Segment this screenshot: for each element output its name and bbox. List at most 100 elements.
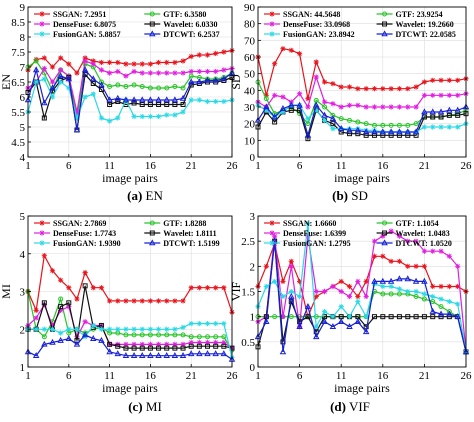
data-point bbox=[446, 106, 453, 113]
data-point bbox=[107, 102, 113, 107]
data-point bbox=[58, 307, 64, 313]
data-point bbox=[41, 65, 47, 72]
x-tick-label: 16 bbox=[145, 160, 157, 172]
data-point bbox=[263, 107, 269, 113]
data-point bbox=[437, 108, 445, 115]
data-point bbox=[396, 286, 403, 292]
data-point bbox=[430, 114, 436, 120]
y-axis-label: EN bbox=[0, 74, 13, 90]
x-tick-label: 26 bbox=[227, 370, 239, 382]
data-point bbox=[346, 323, 353, 330]
data-point bbox=[171, 96, 179, 103]
data-point bbox=[305, 220, 311, 227]
data-point bbox=[221, 343, 227, 349]
data-point bbox=[455, 124, 461, 130]
data-point bbox=[430, 77, 436, 83]
legend-marker bbox=[269, 31, 275, 37]
data-point bbox=[446, 283, 452, 290]
data-point bbox=[355, 278, 361, 285]
data-point bbox=[139, 298, 145, 304]
x-axis-label: image pairs bbox=[102, 171, 158, 185]
x-axis-label: image pairs bbox=[102, 381, 158, 395]
data-point bbox=[156, 332, 162, 338]
data-point bbox=[313, 107, 319, 113]
data-point bbox=[98, 79, 104, 85]
data-point bbox=[438, 114, 444, 120]
legend-label: SSGAN: 2.7869 bbox=[53, 219, 106, 228]
data-point bbox=[172, 84, 178, 89]
data-point bbox=[405, 288, 411, 295]
y-axis-label: VIF bbox=[229, 282, 243, 302]
data-point bbox=[413, 288, 419, 295]
legend-marker bbox=[149, 239, 156, 246]
data-point bbox=[82, 319, 88, 325]
data-point bbox=[188, 339, 194, 346]
data-point bbox=[438, 304, 444, 310]
data-point bbox=[330, 121, 336, 127]
data-point bbox=[405, 314, 411, 320]
data-point bbox=[446, 310, 453, 317]
data-point bbox=[82, 94, 88, 100]
data-point bbox=[371, 86, 378, 92]
data-point bbox=[288, 263, 294, 269]
x-axis-label: image pairs bbox=[334, 381, 390, 395]
data-point bbox=[155, 341, 162, 347]
y-tick-label: 9 bbox=[20, 2, 26, 14]
data-point bbox=[213, 334, 219, 340]
data-point bbox=[404, 128, 412, 135]
legend-marker bbox=[39, 31, 45, 37]
series-line bbox=[257, 241, 467, 353]
legend-label: DTCWT: 1.5199 bbox=[163, 239, 219, 248]
legend-marker bbox=[269, 240, 275, 246]
data-point bbox=[429, 108, 436, 115]
data-point bbox=[66, 326, 72, 332]
data-point bbox=[279, 105, 287, 111]
data-point bbox=[387, 128, 395, 135]
y-tick-label: 5 bbox=[20, 211, 26, 223]
caption-b: (b) SD bbox=[300, 188, 400, 204]
x-tick-label: 26 bbox=[461, 160, 473, 172]
legend-label: Wavelet: 19.2660 bbox=[396, 20, 454, 29]
data-point bbox=[396, 258, 403, 264]
data-point bbox=[329, 115, 337, 121]
data-point bbox=[413, 294, 419, 300]
series-5 bbox=[24, 66, 236, 133]
data-point bbox=[388, 291, 394, 297]
y-tick-label: 1.5 bbox=[241, 287, 255, 299]
data-point bbox=[305, 314, 311, 320]
data-point bbox=[115, 343, 121, 349]
legend-marker bbox=[382, 220, 388, 226]
data-point bbox=[107, 59, 113, 66]
data-point bbox=[49, 84, 56, 91]
data-point bbox=[330, 81, 336, 87]
data-point bbox=[430, 124, 436, 130]
data-point bbox=[371, 314, 377, 320]
y-tick-label: 4.5 bbox=[11, 137, 25, 149]
data-point bbox=[188, 53, 194, 60]
y-tick-label: 60 bbox=[244, 52, 256, 64]
data-point bbox=[180, 85, 186, 91]
data-point bbox=[188, 320, 194, 327]
series-line bbox=[28, 285, 233, 349]
data-point bbox=[280, 293, 286, 300]
data-point bbox=[204, 339, 211, 346]
data-point bbox=[221, 339, 227, 346]
data-point bbox=[313, 293, 319, 300]
data-point bbox=[220, 350, 228, 357]
data-point bbox=[139, 345, 145, 351]
caption-letter: (d) bbox=[330, 399, 346, 414]
y-tick-label: 7.5 bbox=[11, 47, 25, 59]
data-point bbox=[32, 66, 40, 73]
x-tick-label: 26 bbox=[227, 160, 239, 172]
data-point bbox=[41, 76, 47, 82]
data-point bbox=[139, 326, 145, 332]
data-point bbox=[164, 112, 170, 118]
data-point bbox=[49, 268, 56, 274]
data-point bbox=[49, 64, 56, 70]
data-point bbox=[66, 285, 72, 291]
x-tick-label: 16 bbox=[377, 370, 389, 382]
legend-marker bbox=[269, 21, 275, 27]
data-point bbox=[329, 323, 337, 330]
